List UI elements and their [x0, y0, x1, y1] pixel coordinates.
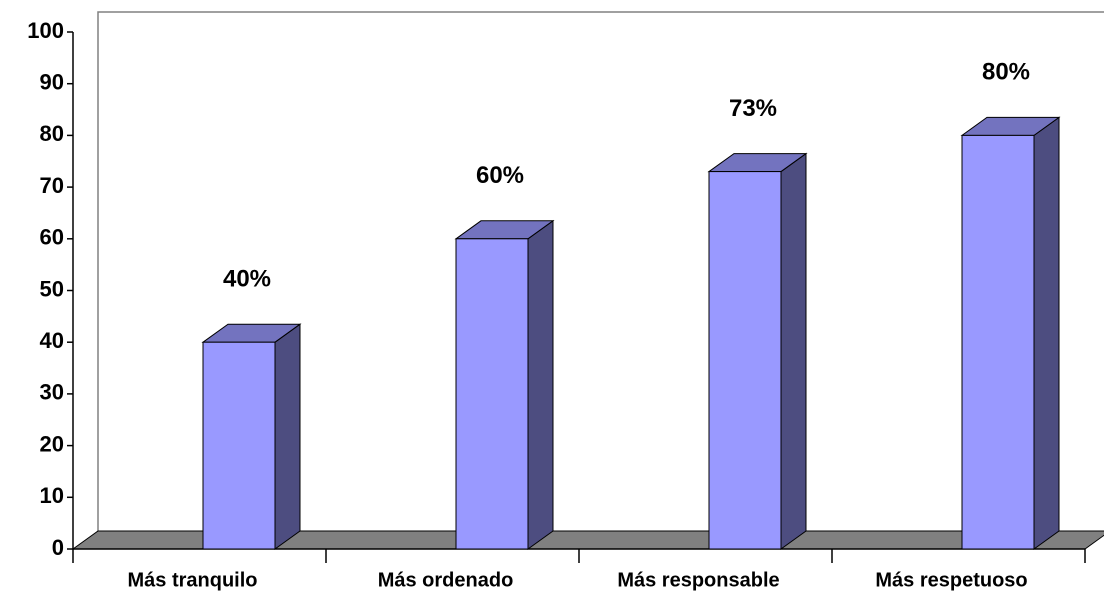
- x-tick-label: Más ordenado: [378, 569, 514, 591]
- y-tick-label: 80: [40, 121, 64, 146]
- bar-side: [274, 323, 301, 550]
- back-wall: [97, 11, 1104, 531]
- y-tick-label: 50: [40, 276, 64, 301]
- bar: [961, 134, 1035, 550]
- bar: [202, 341, 276, 550]
- y-tick-label: 100: [27, 18, 64, 43]
- y-tick-label: 70: [40, 173, 64, 198]
- value-label: 80%: [982, 59, 1030, 86]
- y-tick-label: 10: [40, 483, 64, 508]
- bar-side: [1033, 116, 1060, 550]
- y-tick-label: 20: [40, 431, 64, 456]
- y-tick-label: 90: [40, 70, 64, 95]
- value-label: 73%: [729, 95, 777, 122]
- x-tick-label: Más tranquilo: [127, 569, 257, 591]
- value-label: 40%: [223, 266, 271, 293]
- x-tick-label: Más respetuoso: [875, 569, 1027, 591]
- value-label: 60%: [476, 162, 524, 189]
- y-tick-label: 30: [40, 380, 64, 405]
- y-tick-label: 0: [52, 535, 64, 560]
- x-tick-label: Más responsable: [617, 569, 779, 591]
- y-tick-label: 40: [40, 328, 64, 353]
- bar: [455, 238, 529, 550]
- y-tick-label: 60: [40, 225, 64, 250]
- bar-side: [527, 219, 554, 550]
- bar: [708, 171, 782, 550]
- bar-side: [780, 152, 807, 550]
